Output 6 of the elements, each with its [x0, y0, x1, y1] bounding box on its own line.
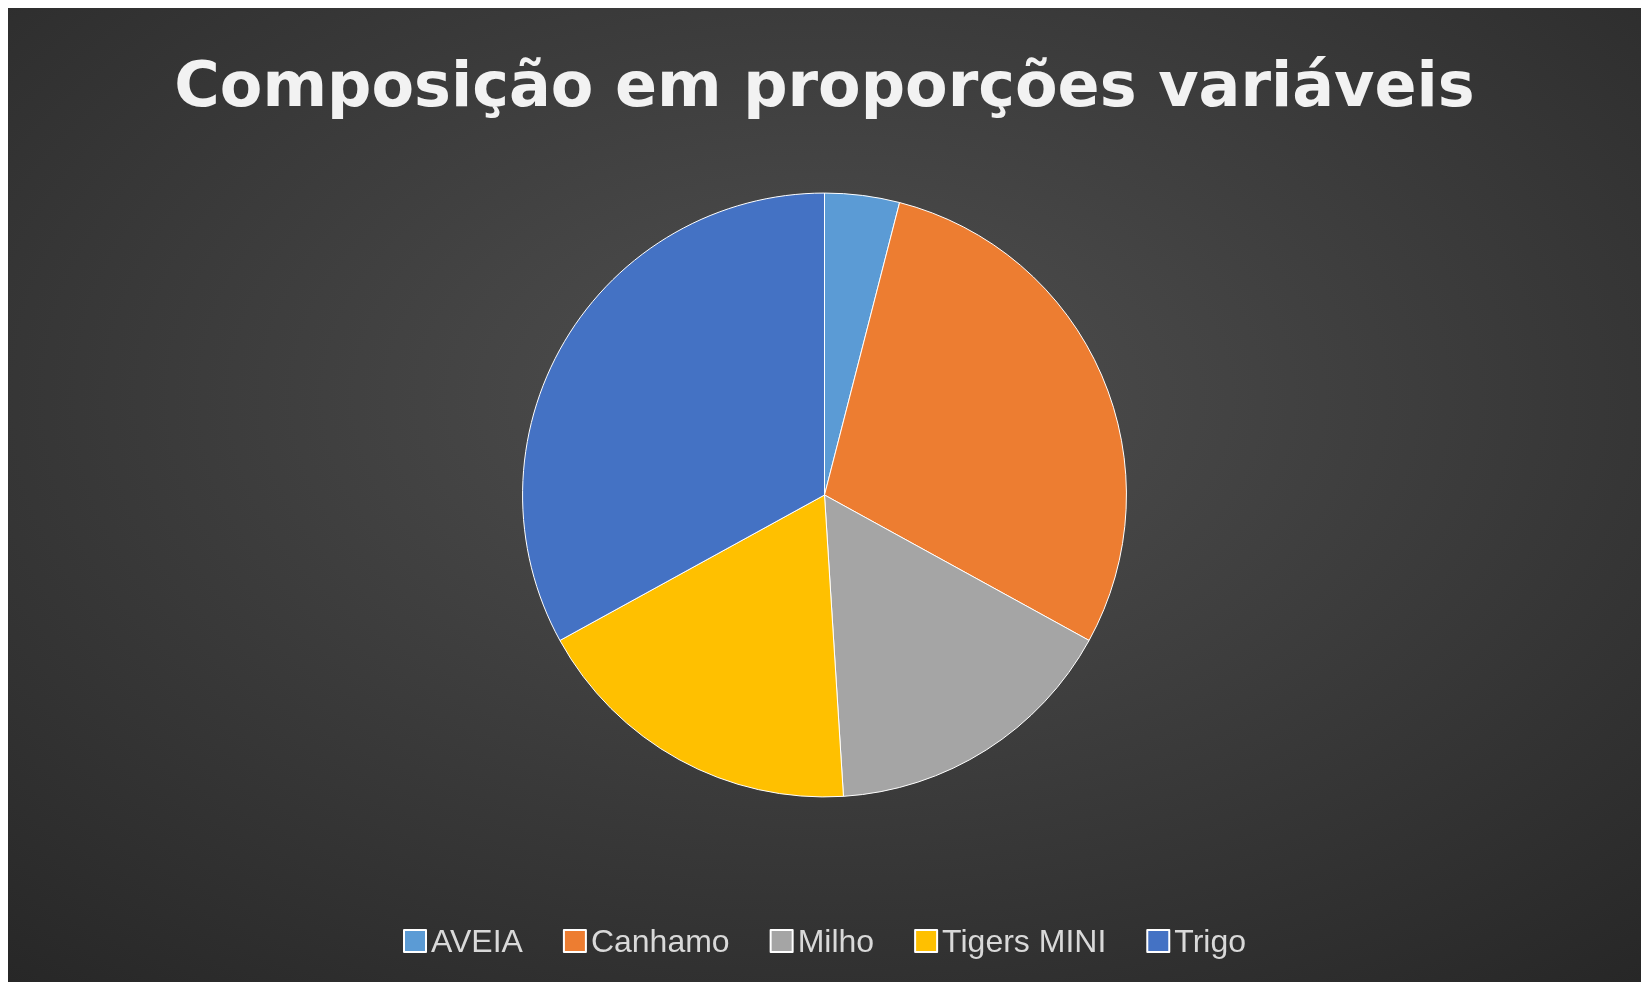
- chart-title: Composição em proporções variáveis: [174, 47, 1475, 121]
- legend-label: Trigo: [1174, 923, 1246, 959]
- legend-label: AVEIA: [431, 923, 524, 959]
- legend-label: Tigers MINI: [942, 923, 1107, 959]
- legend-label: Milho: [797, 923, 875, 959]
- legend-label: Canhamo: [590, 923, 730, 959]
